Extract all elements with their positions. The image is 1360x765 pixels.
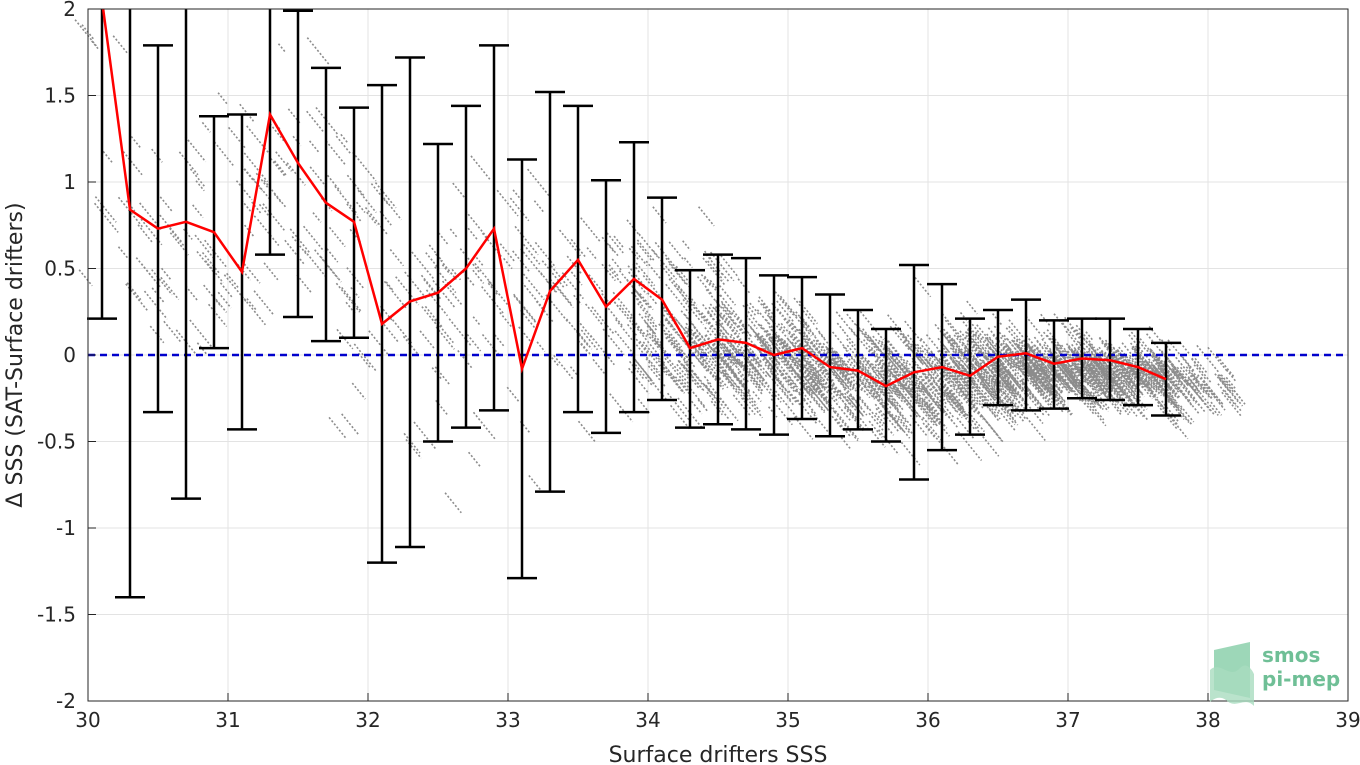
mean-line xyxy=(101,9,1167,388)
x-tick-label: 35 xyxy=(775,708,800,732)
x-axis-label: Surface drifters SSS xyxy=(609,743,828,765)
error-bar xyxy=(619,140,649,414)
y-tick-label: 1 xyxy=(63,170,76,194)
error-bar xyxy=(171,9,201,500)
error-bars xyxy=(87,9,1181,599)
x-tick-label: 36 xyxy=(915,708,940,732)
error-bar xyxy=(815,293,845,438)
y-axis-label: Δ SSS (SAT-Surface drifters) xyxy=(3,202,28,507)
mean-polyline xyxy=(101,9,1167,388)
error-bar xyxy=(1151,341,1181,417)
x-tick-label: 31 xyxy=(215,708,240,732)
logo-wave-icon-2 xyxy=(1210,665,1254,706)
logo-text-pimep: pi-mep xyxy=(1262,667,1340,691)
error-bar xyxy=(255,9,285,256)
scatter-streaks xyxy=(74,19,1246,514)
x-tick-label: 32 xyxy=(355,708,380,732)
y-tick-label: -1.5 xyxy=(37,603,76,627)
y-tick-label: -1 xyxy=(56,516,76,540)
error-bar xyxy=(87,9,117,320)
x-tick-label: 34 xyxy=(635,708,660,732)
scatter-points xyxy=(74,19,1246,514)
y-tick-label: 2 xyxy=(63,0,76,21)
x-tick-label: 33 xyxy=(495,708,520,732)
logo-text-smos: smos xyxy=(1262,643,1320,667)
y-axis-ticks: -2 -1.5 -1 -0.5 0 0.5 1 1.5 2 xyxy=(37,0,96,713)
x-tick-label: 37 xyxy=(1055,708,1080,732)
x-tick-label: 30 xyxy=(75,708,100,732)
smos-pimep-logo: smos pi-mep xyxy=(1210,642,1340,706)
error-bar xyxy=(1011,298,1041,412)
y-tick-label: 0.5 xyxy=(44,257,76,281)
x-tick-label: 38 xyxy=(1195,708,1220,732)
x-tick-label: 39 xyxy=(1335,708,1360,732)
y-tick-label: 1.5 xyxy=(44,84,76,108)
y-tick-label: 0 xyxy=(63,343,76,367)
error-bar xyxy=(115,9,145,599)
y-tick-label: -0.5 xyxy=(37,430,76,454)
x-axis-ticks: 30 31 32 33 34 35 36 37 38 39 xyxy=(75,693,1360,732)
y-tick-label: -2 xyxy=(56,689,76,713)
error-bar xyxy=(311,66,341,343)
